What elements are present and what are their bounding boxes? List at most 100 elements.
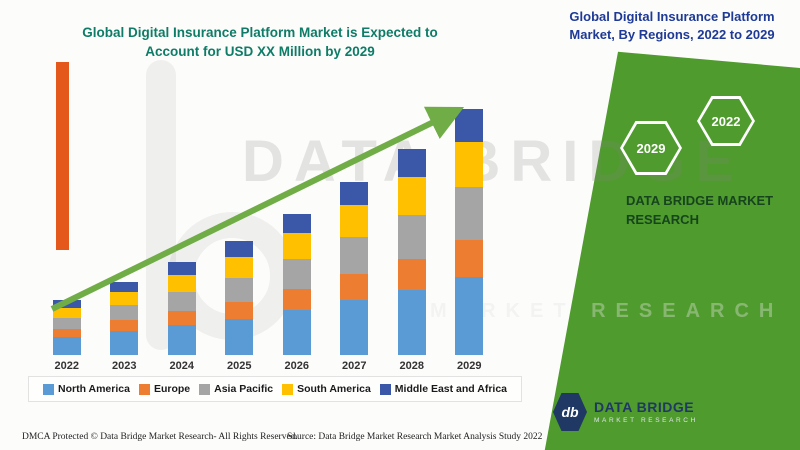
segment-middle-east-and-africa <box>397 149 426 177</box>
segment-asia-pacific <box>110 305 139 320</box>
bar-stack <box>282 214 311 355</box>
legend-item: South America <box>282 383 371 395</box>
legend-item: North America <box>42 383 130 395</box>
bar-column-2028: 2028 <box>383 95 441 372</box>
stacked-bar-chart: 2022 2023 2024 2025 2026 2027 2028 2029 <box>38 95 499 372</box>
segment-middle-east-and-africa <box>110 282 139 292</box>
hexagon-2022-label: 2022 <box>711 113 741 129</box>
segment-asia-pacific <box>225 278 254 302</box>
bar-stack <box>167 262 196 355</box>
segment-south-america <box>167 275 196 292</box>
segment-europe <box>110 320 139 331</box>
hexagon-2029-label: 2029 <box>636 140 666 156</box>
x-axis-label: 2025 <box>227 360 252 372</box>
segment-north-america <box>52 337 81 355</box>
x-axis-label: 2027 <box>342 360 367 372</box>
segment-north-america <box>167 325 196 355</box>
segment-north-america <box>225 319 254 355</box>
segment-south-america <box>455 142 484 187</box>
segment-north-america <box>282 310 311 355</box>
hexagon-2022: 2022 <box>697 96 755 146</box>
brand-wordmark: DATA BRIDGE MARKET RESEARCH <box>626 192 791 230</box>
bar-column-2022: 2022 <box>38 95 96 372</box>
legend-label: Asia Pacific <box>214 383 274 395</box>
segment-middle-east-and-africa <box>225 241 254 257</box>
bar-stack <box>455 109 484 355</box>
legend-label: South America <box>297 383 371 395</box>
segment-asia-pacific <box>167 292 196 311</box>
segment-asia-pacific <box>340 237 369 274</box>
legend-swatch <box>282 383 294 395</box>
bar-stack <box>340 182 369 355</box>
segment-europe <box>340 274 369 300</box>
segment-middle-east-and-africa <box>340 182 369 205</box>
bar-stack <box>397 149 426 355</box>
segment-middle-east-and-africa <box>167 262 196 275</box>
segment-south-america <box>340 205 369 237</box>
segment-north-america <box>110 331 139 355</box>
footer-source-text: Source: Data Bridge Market Research Mark… <box>287 432 543 442</box>
segment-europe <box>167 311 196 325</box>
bar-column-2025: 2025 <box>211 95 269 372</box>
x-axis-label: 2024 <box>169 360 194 372</box>
legend-label: Europe <box>153 383 191 395</box>
brand-line2: RESEARCH <box>626 211 699 227</box>
brand-line1: DATA BRIDGE MARKET <box>626 193 774 208</box>
segment-south-america <box>52 308 81 318</box>
segment-europe <box>282 289 311 310</box>
segment-middle-east-and-africa <box>455 109 484 142</box>
bar-stack <box>52 300 81 355</box>
segment-north-america <box>340 300 369 355</box>
segment-europe <box>397 259 426 290</box>
bar-column-2029: 2029 <box>441 95 499 372</box>
bar-stack <box>225 241 254 355</box>
bars-row: 2022 2023 2024 2025 2026 2027 2028 2029 <box>38 95 499 372</box>
legend-item: Asia Pacific <box>199 383 273 395</box>
report-title: Global Digital Insurance Platform Market… <box>569 9 775 42</box>
segment-asia-pacific <box>397 215 426 259</box>
bar-column-2023: 2023 <box>96 95 154 372</box>
legend-swatch <box>379 383 391 395</box>
logo-text-block: DATA BRIDGE MARKET RESEARCH <box>594 398 698 425</box>
segment-south-america <box>225 257 254 278</box>
legend-label: North America <box>57 383 130 395</box>
segment-south-america <box>397 177 426 215</box>
dbmr-logo: db DATA BRIDGE MARKET RESEARCH <box>553 393 698 431</box>
legend: North America Europe Asia Pacific South Ame… <box>28 376 522 402</box>
x-axis-label: 2029 <box>457 360 482 372</box>
segment-europe <box>225 302 254 319</box>
logo-subtitle: MARKET RESEARCH <box>594 417 698 425</box>
db-monogram-text: db <box>561 404 579 420</box>
x-axis-label: 2026 <box>284 360 309 372</box>
hexagon-2022-fill <box>700 99 752 143</box>
segment-middle-east-and-africa <box>282 214 311 233</box>
chart-title: Global Digital Insurance Platform Market… <box>82 25 438 59</box>
legend-label: Middle East and Africa <box>394 383 508 395</box>
segment-south-america <box>282 233 311 259</box>
x-axis-label: 2023 <box>112 360 137 372</box>
bar-column-2027: 2027 <box>326 95 384 372</box>
legend-swatch <box>199 383 211 395</box>
legend-item: Europe <box>138 383 191 395</box>
x-axis-label: 2028 <box>399 360 424 372</box>
segment-north-america <box>455 277 484 355</box>
segment-north-america <box>397 290 426 355</box>
bar-column-2026: 2026 <box>268 95 326 372</box>
bar-column-2024: 2024 <box>153 95 211 372</box>
legend-item: Middle East and Africa <box>379 383 508 395</box>
bar-stack <box>110 282 139 355</box>
segment-europe <box>455 240 484 277</box>
segment-asia-pacific <box>282 259 311 289</box>
segment-asia-pacific <box>455 187 484 240</box>
db-monogram-icon: db <box>553 393 587 431</box>
logo-name: DATA BRIDGE <box>594 398 695 415</box>
segment-asia-pacific <box>52 318 81 329</box>
segment-europe <box>52 329 81 337</box>
x-axis-label: 2022 <box>54 360 79 372</box>
footer-dmca-text: DMCA Protected © Data Bridge Market Rese… <box>22 432 298 442</box>
segment-middle-east-and-africa <box>52 300 81 308</box>
legend-swatch <box>42 383 54 395</box>
legend-swatch <box>138 383 150 395</box>
segment-south-america <box>110 292 139 305</box>
